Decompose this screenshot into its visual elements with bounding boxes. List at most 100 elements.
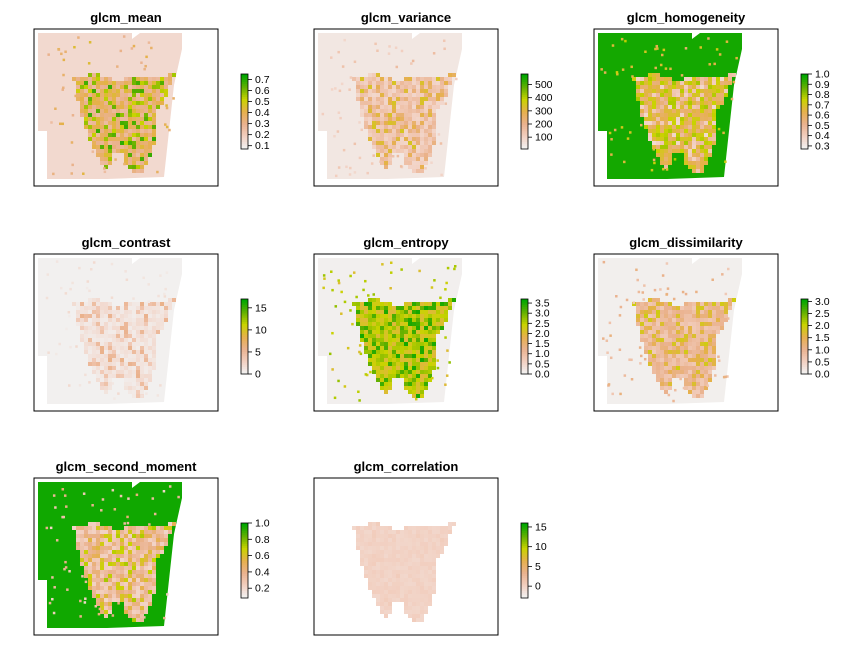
raster-cell: [665, 262, 669, 265]
raster-cell: [364, 113, 368, 117]
raster-cell: [696, 318, 700, 322]
raster-cell: [404, 382, 408, 386]
raster-cell: [84, 526, 88, 530]
raster-cell: [100, 149, 104, 153]
raster-cell: [376, 121, 380, 125]
raster-cell: [676, 350, 680, 354]
raster-cell: [680, 306, 684, 310]
raster-cell: [424, 366, 428, 370]
raster-cell: [412, 574, 416, 578]
raster-cell: [664, 89, 668, 93]
raster-cell: [136, 334, 140, 338]
raster-cell: [100, 314, 104, 318]
raster-cell: [704, 306, 708, 310]
raster-cell: [652, 105, 656, 109]
raster-cell: [412, 165, 416, 169]
raster-cell: [128, 390, 132, 394]
raster-cell: [436, 326, 440, 330]
raster-cell: [88, 534, 92, 538]
raster-cell: [692, 394, 696, 398]
raster-cell: [372, 358, 376, 362]
raster-cell: [632, 77, 636, 81]
raster-cell: [428, 374, 432, 378]
raster-cell: [712, 105, 716, 109]
raster-cell: [113, 508, 117, 511]
raster-cell: [368, 558, 372, 562]
raster-cell: [152, 81, 156, 85]
raster-cell: [700, 326, 704, 330]
raster-cell: [353, 171, 357, 174]
raster-cell: [416, 534, 420, 538]
raster-cell: [100, 338, 104, 342]
raster-cell: [144, 129, 148, 133]
raster-cell: [120, 530, 124, 534]
raster-cell: [688, 121, 692, 125]
raster-cell: [152, 77, 156, 81]
raster-cell: [700, 129, 704, 133]
raster-cell: [630, 65, 633, 69]
legend-color-step: [241, 368, 248, 371]
raster-cell: [688, 141, 692, 145]
raster-cell: [124, 538, 128, 542]
raster-cell: [356, 85, 360, 89]
raster-cell: [664, 370, 668, 374]
raster-cell: [144, 338, 148, 342]
raster-cell: [392, 121, 396, 125]
raster-cell: [380, 105, 384, 109]
raster-cell: [116, 342, 120, 346]
raster-cell: [116, 137, 120, 141]
legend-color-step: [801, 137, 808, 141]
raster-cell: [144, 149, 148, 153]
legend-color-step: [801, 85, 808, 88]
raster-cell: [128, 350, 132, 354]
raster-cell: [376, 109, 380, 113]
raster-cell: [376, 542, 380, 546]
raster-cell: [163, 616, 166, 620]
raster-cell: [116, 566, 120, 570]
raster-cell: [124, 81, 128, 85]
raster-cell: [652, 338, 656, 342]
raster-cell: [92, 93, 96, 97]
raster-cell: [148, 366, 152, 370]
raster-cell: [644, 302, 648, 306]
raster-cell: [428, 137, 432, 141]
raster-cell: [440, 77, 444, 81]
raster-cell: [404, 77, 408, 81]
raster-cell: [55, 539, 59, 542]
raster-cell: [384, 546, 388, 550]
raster-cell: [384, 594, 388, 598]
raster-cell: [396, 362, 400, 366]
raster-cell: [436, 310, 440, 314]
legend-color-step: [521, 523, 528, 526]
raster-cell: [112, 590, 116, 594]
raster-cell: [144, 137, 148, 141]
raster-cell: [104, 306, 108, 310]
raster-cell: [412, 606, 416, 610]
raster-cell: [388, 554, 392, 558]
plot-frame: [33, 253, 219, 412]
raster-cell: [144, 366, 148, 370]
raster-cell: [640, 334, 644, 338]
raster-cell: [67, 384, 71, 387]
raster-cell: [664, 390, 668, 394]
raster-cell: [104, 302, 108, 306]
raster-cell: [700, 306, 704, 310]
raster-cell: [140, 334, 144, 338]
raster-cell: [621, 68, 625, 71]
raster-cell: [652, 125, 656, 129]
raster-cell: [85, 286, 89, 290]
raster-cell: [80, 338, 84, 342]
raster-cell: [652, 314, 656, 318]
raster-cell: [100, 121, 104, 125]
raster-cell: [112, 342, 116, 346]
legend-border: [240, 522, 249, 599]
raster-cell: [396, 578, 400, 582]
raster-cell: [148, 133, 152, 137]
raster-cell: [384, 93, 388, 97]
legend-color-step: [241, 332, 248, 336]
raster-cell: [708, 101, 712, 105]
legend-color-step: [521, 364, 528, 367]
raster-cell: [148, 125, 152, 129]
raster-cell: [420, 169, 424, 173]
raster-cell: [396, 366, 400, 370]
